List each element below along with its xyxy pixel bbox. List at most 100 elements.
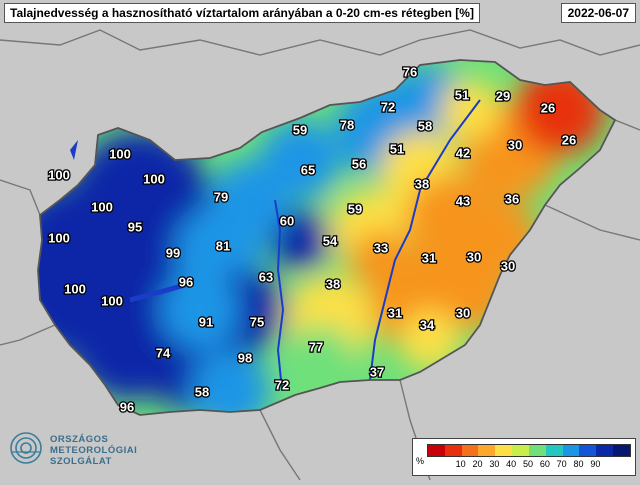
logo-line-1: ORSZÁGOS — [50, 434, 109, 445]
legend-swatch — [444, 445, 462, 456]
legend-swatch — [528, 445, 546, 456]
neighbor-border — [259, 409, 301, 481]
neighbor-border — [0, 324, 56, 346]
moisture-value-label: 43 — [456, 193, 470, 208]
moisture-value-label: 51 — [390, 141, 404, 156]
moisture-value-label: 96 — [179, 274, 193, 289]
moisture-value-label: 78 — [340, 117, 354, 132]
legend-tick-label: 60 — [539, 459, 550, 469]
legend-color-bar — [427, 444, 631, 457]
moisture-value-label: 58 — [418, 118, 432, 133]
moisture-value-label: 77 — [309, 339, 323, 354]
logo-line-3: SZOLGÁLAT — [50, 456, 112, 467]
legend-unit: % — [416, 456, 425, 466]
omsz-logo-text: ORSZÁGOS METEOROLÓGIAI SZOLGÁLAT — [50, 434, 137, 467]
moisture-value-label: 100 — [91, 199, 113, 214]
legend-tick-label: 40 — [506, 459, 517, 469]
moisture-value-label: 74 — [156, 345, 171, 360]
color-legend: % 10 20 30 40 50 60 70 80 90 — [412, 438, 636, 476]
neighbor-border — [544, 204, 640, 241]
legend-tick-label: 50 — [522, 459, 534, 469]
moisture-blob — [160, 270, 240, 350]
legend-swatch — [428, 445, 445, 456]
moisture-value-label: 100 — [64, 281, 86, 296]
moisture-value-label: 58 — [195, 384, 209, 399]
moisture-value-label: 30 — [508, 137, 522, 152]
moisture-value-label: 31 — [422, 250, 436, 265]
omsz-logo-icon — [10, 432, 42, 464]
legend-tick-label: 80 — [573, 459, 584, 469]
moisture-value-label: 31 — [388, 305, 402, 320]
moisture-value-label: 59 — [348, 201, 362, 216]
lake-neusiedl — [70, 140, 78, 160]
moisture-blob — [350, 230, 410, 290]
danube-river — [274, 199, 285, 391]
moisture-value-label: 72 — [381, 99, 395, 114]
moisture-value-label: 100 — [109, 146, 131, 161]
moisture-value-label: 79 — [214, 189, 228, 204]
moisture-value-label: 37 — [370, 364, 384, 379]
moisture-value-label: 59 — [293, 122, 307, 137]
moisture-value-label: 38 — [326, 276, 340, 291]
moisture-blob — [270, 210, 330, 270]
legend-swatch — [613, 445, 630, 456]
moisture-value-label: 81 — [216, 238, 230, 253]
moisture-blob — [285, 325, 355, 395]
legend-swatch — [512, 445, 529, 456]
moisture-value-label: 29 — [496, 88, 510, 103]
neighbor-border — [614, 119, 640, 131]
moisture-value-label: 30 — [501, 258, 515, 273]
legend-tick-label: 70 — [556, 459, 567, 469]
legend-swatch — [562, 445, 580, 456]
legend-tick-label: 10 — [455, 459, 466, 469]
legend-tick-label: 20 — [472, 459, 483, 469]
neighbor-border — [0, 29, 640, 56]
moisture-value-label: 34 — [420, 317, 435, 332]
legend-swatch — [579, 445, 597, 456]
legend-swatch — [596, 445, 614, 456]
moisture-value-label: 54 — [323, 233, 338, 248]
moisture-value-label: 26 — [541, 100, 555, 115]
omsz-logo: ORSZÁGOS METEOROLÓGIAI SZOLGÁLAT — [8, 430, 158, 476]
neighbor-border — [0, 179, 41, 216]
moisture-value-label: 72 — [275, 377, 289, 392]
moisture-value-label: 36 — [505, 191, 519, 206]
moisture-value-label: 60 — [280, 213, 294, 228]
map-title: Talajnedvesség a hasznosítható víztartal… — [4, 3, 480, 23]
moisture-value-label: 95 — [128, 219, 142, 234]
moisture-value-label: 100 — [143, 171, 165, 186]
legend-swatch — [478, 445, 496, 456]
legend-tick-label: 30 — [489, 459, 500, 469]
moisture-value-label: 33 — [374, 240, 388, 255]
legend-swatch — [545, 445, 563, 456]
moisture-value-label: 26 — [562, 132, 576, 147]
moisture-blob — [70, 130, 210, 270]
legend-ticks: 10 20 30 40 50 60 70 80 90 — [427, 459, 629, 471]
moisture-value-label: 30 — [456, 305, 470, 320]
legend-swatch — [461, 445, 479, 456]
moisture-value-label: 65 — [301, 162, 315, 177]
logo-line-2: METEOROLÓGIAI — [50, 445, 138, 456]
moisture-value-label: 51 — [455, 87, 469, 102]
tisza-river — [369, 99, 481, 381]
moisture-blob — [440, 80, 500, 140]
map-date: 2022-06-07 — [560, 3, 636, 23]
moisture-blob — [400, 310, 460, 370]
moisture-value-label: 63 — [259, 269, 273, 284]
moisture-value-label: 100 — [48, 167, 70, 182]
legend-swatch — [495, 445, 513, 456]
moisture-value-label: 56 — [352, 156, 366, 171]
moisture-value-label: 75 — [250, 314, 264, 329]
moisture-value-label: 42 — [456, 145, 470, 160]
legend-tick-label: 90 — [590, 459, 601, 469]
moisture-value-label: 38 — [415, 176, 429, 191]
moisture-value-label: 30 — [467, 249, 481, 264]
moisture-value-label: 98 — [238, 350, 252, 365]
value-labels: 76 51 29 26 72 78 59 58 30 26 51 42 65 56 100 100 100 38 7… — [47, 63, 578, 416]
moisture-blob — [210, 160, 290, 240]
moisture-value-label: 96 — [120, 399, 134, 414]
moisture-value-label: 100 — [101, 293, 123, 308]
moisture-value-label: 100 — [48, 230, 70, 245]
